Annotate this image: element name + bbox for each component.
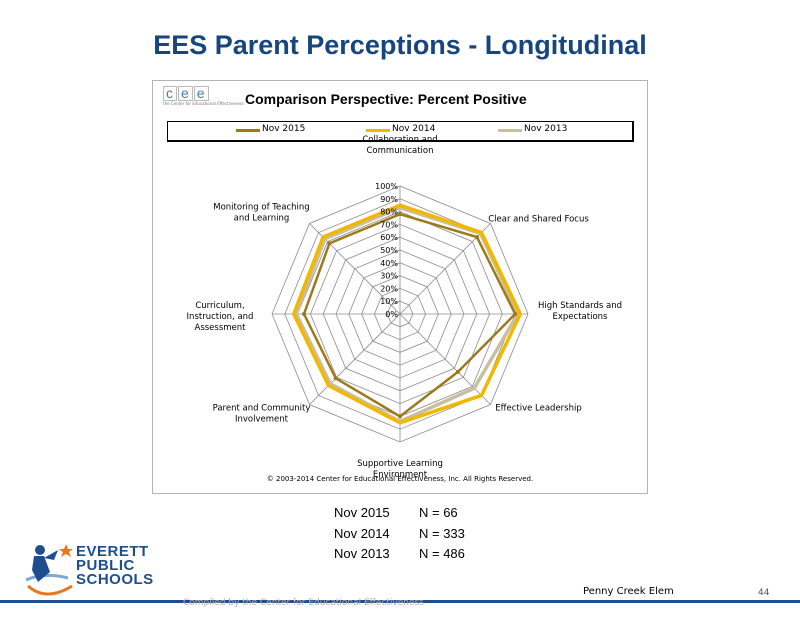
legend-swatch [498, 129, 522, 132]
logo-line-2: PUBLIC [76, 557, 135, 574]
sample-size-row: Nov 2013 N = 486 [334, 546, 465, 567]
category-label: Effective Leadership [495, 404, 582, 414]
radial-tick-label: 70% [380, 220, 398, 229]
grid-spoke [309, 313, 401, 405]
legend-swatch [236, 129, 260, 132]
radial-tick-label: 80% [380, 208, 398, 217]
page-number: 44 [758, 588, 770, 598]
category-label: Curriculum, [195, 301, 244, 311]
radial-tick-label: 60% [380, 233, 398, 242]
chart-copyright: © 2003-2014 Center for Educational Effec… [266, 475, 534, 483]
survey-label: Nov 2013 [334, 546, 390, 561]
radial-tick-label: 20% [380, 284, 398, 293]
survey-label: Nov 2014 [334, 525, 390, 541]
category-label: Clear and Shared Focus [488, 214, 589, 224]
sample-size: N = 66 [419, 505, 458, 520]
cee-logo-letter: e [178, 86, 193, 101]
category-label: Instruction, and [187, 312, 254, 322]
sample-size-row: Nov 2015 N = 66 [334, 505, 465, 526]
sample-size-table: Nov 2015 N = 66 Nov 2014 N = 333 Nov 2013 N… [334, 505, 465, 567]
sample-size: N = 333 [419, 525, 465, 541]
legend-label: Nov 2013 [524, 124, 568, 134]
school-name: Penny Creek Elem [583, 586, 674, 597]
radial-tick-label: 0% [385, 310, 398, 319]
data-point [398, 212, 402, 217]
logo-line-3: SCHOOLS [76, 571, 154, 588]
everett-public-schools-logo: EVERETT PUBLIC SCHOOLS [24, 542, 174, 600]
data-point [333, 376, 338, 381]
footer-divider [0, 600, 800, 603]
radial-tick-label: 100% [375, 182, 398, 191]
category-label: Involvement [235, 415, 289, 425]
data-point [398, 414, 402, 419]
category-label: Monitoring of Teaching [213, 202, 309, 212]
sample-size-row: Nov 2014 N = 333 [334, 526, 465, 547]
legend-swatch [366, 129, 390, 132]
radial-tick-label: 90% [380, 195, 398, 204]
chart-title: Comparison Perspective: Percent Positive [245, 91, 527, 107]
category-label: Collaboration and [362, 135, 437, 145]
grid-spoke [399, 223, 491, 315]
sample-size: N = 486 [419, 546, 465, 561]
series-line-nov-2014 [292, 203, 523, 425]
data-point [455, 369, 460, 374]
cee-logo-letter: e [193, 86, 209, 101]
radial-tick-label: 10% [380, 297, 398, 306]
radial-tick-label: 50% [380, 246, 398, 255]
cee-logo-letter: c [163, 86, 177, 101]
radar-plot: 0% 10% 20% 30% 40% 50% 60% 70% 80% 90% 100% Collabo… [187, 135, 622, 480]
radial-tick-label: 30% [380, 272, 398, 281]
slide-title: EES Parent Perceptions - Longitudinal [153, 30, 647, 60]
logo-line-1: EVERETT [76, 543, 149, 560]
category-label: Expectations [553, 312, 609, 322]
cee-logo-subtitle: the Center for Educational Effectiveness [163, 101, 244, 106]
compiled-by-note: Compiled by the Center for Educational E… [183, 598, 424, 608]
star-swoosh-icon [25, 544, 73, 596]
data-point [513, 312, 518, 316]
data-point [474, 235, 479, 240]
category-label: Supportive Learning [357, 459, 443, 469]
category-label: and Learning [234, 213, 290, 223]
legend-label: Nov 2014 [392, 124, 436, 134]
radial-tick-label: 40% [380, 259, 398, 268]
category-label: High Standards and [538, 301, 622, 311]
category-label: Environment [373, 470, 428, 480]
category-label: Parent and Community [213, 404, 311, 414]
legend-label: Nov 2015 [262, 124, 306, 134]
category-label: Assessment [195, 323, 247, 333]
data-point [302, 312, 306, 316]
data-point [327, 241, 332, 246]
chart-legend: Nov 2015 Nov 2014 Nov 2013 [167, 121, 634, 142]
category-label: Communication [367, 146, 434, 156]
survey-label: Nov 2015 [334, 505, 390, 520]
